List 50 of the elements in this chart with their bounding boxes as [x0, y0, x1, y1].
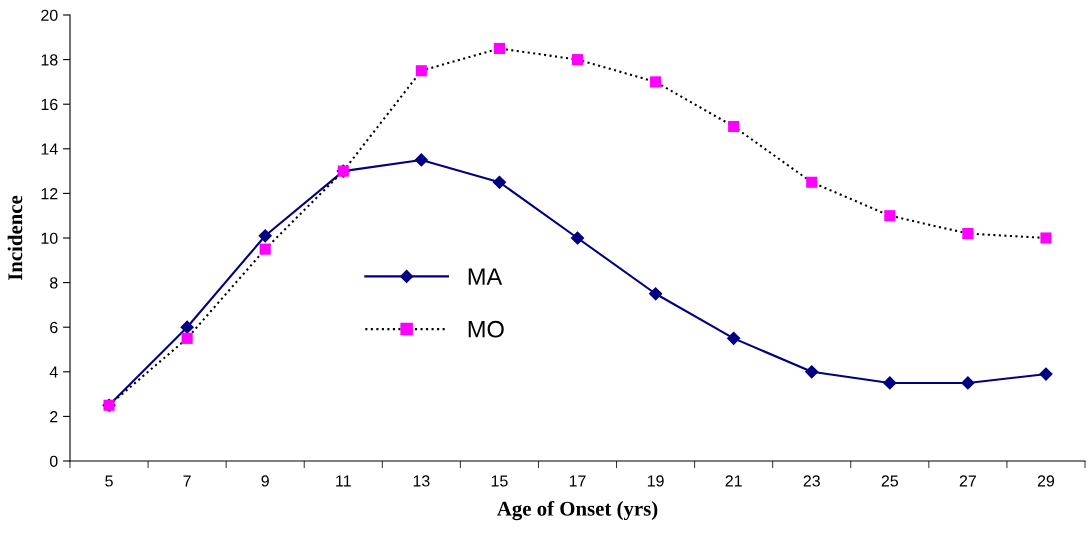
x-tick-label: 5: [105, 475, 113, 487]
legend-label: MO: [468, 320, 504, 338]
point: [806, 176, 818, 188]
y-tick-label: 20: [41, 9, 58, 21]
point: [650, 76, 662, 88]
point: [181, 332, 193, 344]
point: [727, 331, 741, 345]
point: [961, 376, 975, 390]
point: [962, 227, 974, 240]
x-tick-label: 17: [569, 475, 586, 487]
y-axis-title: Incidence: [7, 195, 23, 281]
y-tick-label: 4: [49, 366, 58, 378]
x-tick-label: 21: [725, 475, 742, 487]
x-tick-label: 23: [803, 475, 820, 487]
y-tick-label: 10: [41, 232, 58, 244]
point: [414, 153, 428, 167]
point: [884, 210, 896, 222]
x-tick-label: 27: [959, 475, 976, 487]
point: [728, 120, 740, 133]
y-tick-label: 0: [49, 455, 58, 467]
y-tick-label: 6: [50, 321, 58, 334]
point: [570, 231, 585, 245]
x-tick-label: 11: [336, 475, 351, 487]
x-axis-title: Age of Onset (yrs): [497, 500, 658, 521]
y-tick-label: 14: [41, 143, 58, 155]
x-tick-label: 13: [413, 475, 430, 487]
point: [571, 54, 584, 66]
point: [1039, 367, 1053, 381]
y-tick-label: 2: [50, 411, 58, 423]
y-tick-label: 8: [50, 277, 58, 289]
x-tick-label: 9: [261, 475, 269, 487]
x-tick-label: 29: [1037, 475, 1055, 487]
point: [492, 175, 507, 189]
point: [415, 65, 427, 77]
point: [259, 243, 271, 255]
x-tick-label: 7: [183, 475, 191, 487]
legend-label: MA: [468, 268, 503, 285]
x-tick-label: 19: [647, 475, 664, 487]
point: [883, 376, 897, 390]
point: [1040, 232, 1052, 244]
y-tick-label: 12: [41, 188, 58, 200]
x-tick-label: 15: [491, 475, 508, 487]
point: [493, 42, 505, 55]
y-tick-label: 16: [41, 98, 58, 111]
y-tick-label: 18: [41, 54, 58, 66]
point: [180, 320, 194, 334]
point: [258, 229, 272, 243]
point: [648, 287, 663, 301]
point: [805, 365, 819, 379]
x-tick-label: 25: [881, 475, 899, 487]
